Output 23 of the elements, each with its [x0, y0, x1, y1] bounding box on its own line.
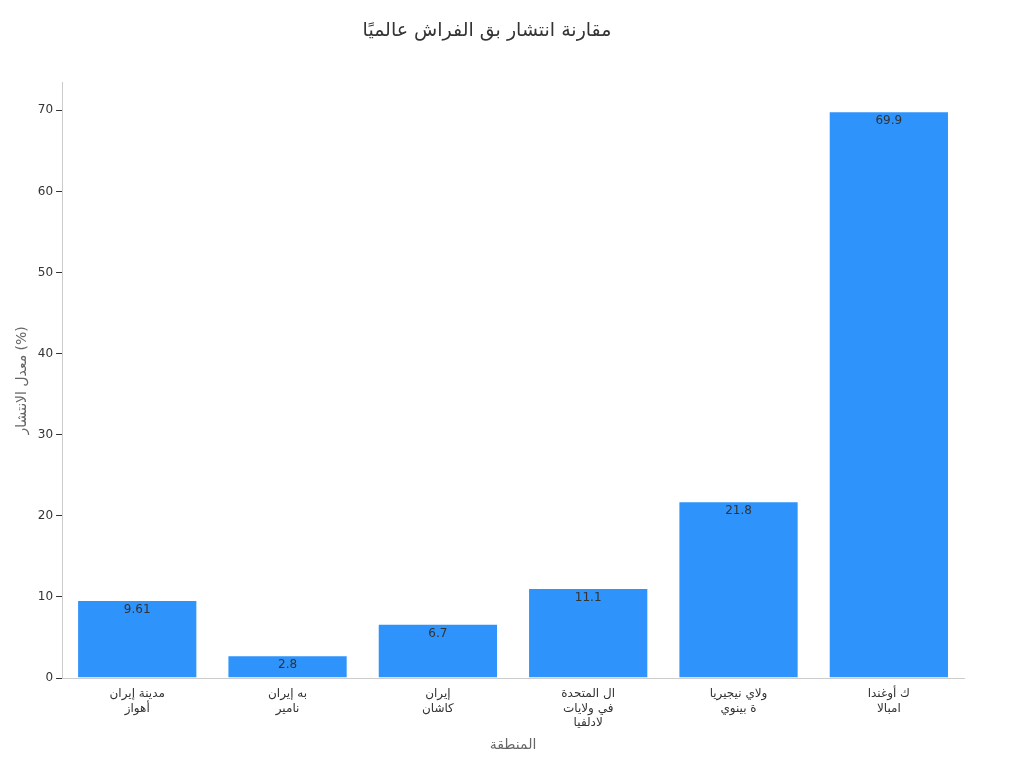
chart-title: مقارنة انتشار بق الفراش عالميًا — [362, 18, 612, 42]
y-tick-label: 40 — [37, 345, 54, 360]
x-tick-label: إيران كاشان — [421, 686, 455, 715]
data-label: 2.8 — [278, 657, 298, 672]
data-label: 9.61 — [123, 602, 151, 617]
x-tick-label: ال المتحدة في ولايات لادلفيا — [561, 686, 616, 730]
y-tick-label: 60 — [37, 183, 54, 198]
x-tick-label: ك أوغندا امبالا — [867, 685, 911, 715]
y-tick-label: 20 — [37, 507, 54, 522]
x-tick-label: ولاي نيجيريا ة بينوي — [709, 686, 768, 716]
y-tick-label: 70 — [37, 102, 54, 117]
y-tick-label: 30 — [37, 426, 54, 441]
x-tick-label: به إيران نامير — [268, 686, 308, 716]
y-tick-label: 0 — [45, 670, 54, 685]
y-axis-title: معدل الانتشار (%) — [13, 326, 31, 436]
x-tick-label: مدينة إيران أهواز — [109, 686, 165, 716]
data-label: 21.8 — [725, 503, 752, 518]
y-tick-label: 10 — [37, 589, 54, 604]
y-tick-label: 50 — [37, 264, 54, 279]
data-label: 11.1 — [574, 590, 602, 605]
x-axis-title: المنطقة — [489, 736, 537, 753]
data-label: 6.7 — [428, 625, 448, 640]
data-label: 69.9 — [875, 113, 903, 128]
